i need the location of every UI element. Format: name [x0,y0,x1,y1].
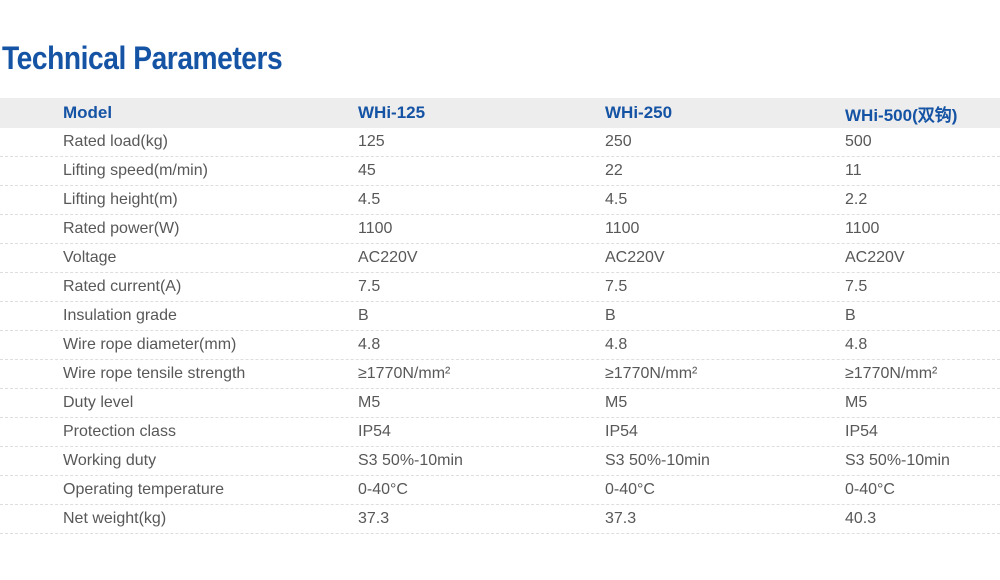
cell-value: 37.3 [605,510,637,527]
cell-value: 1100 [845,220,880,237]
cell-value: 7.5 [358,278,381,295]
cell-value: 45 [358,162,376,179]
table-row: Rated power(W) 1100 1100 1100 [0,215,1000,244]
row-label: Insulation grade [63,307,177,324]
row-label: Wire rope diameter(mm) [63,336,237,353]
cell-value: M5 [358,394,381,411]
cell-value: 7.5 [845,278,868,295]
cell-value: 37.3 [358,510,390,527]
table-body: Rated load(kg) 125 250 500 Lifting speed(m… [0,128,1000,534]
cell-value: 11 [845,162,862,179]
cell-value: ≥1770N/mm² [358,365,451,382]
cell-value: S3 50%-10min [358,452,463,469]
cell-value: B [845,307,856,324]
cell-value: AC220V [358,249,418,266]
spec-table: Model WHi-125 WHi-250 WHi-500(双钩) Rated loa… [0,98,1000,534]
cell-value: AC220V [605,249,665,266]
row-label: Operating temperature [63,481,224,498]
table-row: Duty level M5 M5 M5 [0,389,1000,418]
cell-value: 4.8 [845,336,868,353]
cell-value: S3 50%-10min [845,452,950,469]
cell-value: IP54 [845,423,878,440]
cell-value: 2.2 [845,191,868,208]
cell-value: 0-40°C [845,481,895,498]
table-row: Protection class IP54 IP54 IP54 [0,418,1000,447]
cell-value: 0-40°C [605,481,655,498]
cell-value: IP54 [358,423,391,440]
table-row: Insulation grade B B B [0,302,1000,331]
table-row: Lifting speed(m/min) 45 22 11 [0,157,1000,186]
cell-value: 22 [605,162,623,179]
cell-value: 1100 [605,220,640,237]
row-label: Lifting speed(m/min) [63,162,208,179]
cell-value: 4.8 [358,336,381,353]
cell-value: 4.5 [358,191,381,208]
cell-value: B [358,307,369,324]
row-label: Rated power(W) [63,220,180,237]
cell-value: 1100 [358,220,393,237]
table-header-row: Model WHi-125 WHi-250 WHi-500(双钩) [0,98,1000,128]
cell-value: S3 50%-10min [605,452,710,469]
column-header-2: WHi-250 [605,103,673,122]
cell-value: 500 [845,133,872,150]
cell-value: 250 [605,133,632,150]
row-label: Net weight(kg) [63,510,167,527]
table-row: Wire rope tensile strength ≥1770N/mm² ≥17… [0,360,1000,389]
cell-value: ≥1770N/mm² [845,365,938,382]
cell-value: M5 [605,394,628,411]
table-row: Voltage AC220V AC220V AC220V [0,244,1000,273]
row-label: Protection class [63,423,176,440]
table-row: Wire rope diameter(mm) 4.8 4.8 4.8 [0,331,1000,360]
table-row: Lifting height(m) 4.5 4.5 2.2 [0,186,1000,215]
table-row: Rated load(kg) 125 250 500 [0,128,1000,157]
cell-value: 4.8 [605,336,628,353]
row-label: Rated current(A) [63,278,182,295]
row-label: Voltage [63,249,117,266]
table-row: Rated current(A) 7.5 7.5 7.5 [0,273,1000,302]
table-row: Working duty S3 50%-10min S3 50%-10min S3 … [0,447,1000,476]
row-label: Working duty [63,452,157,469]
column-header-model: Model [63,103,113,122]
cell-value: 125 [358,133,385,150]
table-row: Net weight(kg) 37.3 37.3 40.3 [0,505,1000,534]
cell-value: IP54 [605,423,638,440]
cell-value: 7.5 [605,278,628,295]
column-header-3: WHi-500(双钩) [845,105,958,125]
cell-value: B [605,307,616,324]
cell-value: AC220V [845,249,905,266]
cell-value: 0-40°C [358,481,408,498]
row-label: Duty level [63,394,134,411]
cell-value: M5 [845,394,868,411]
row-label: Rated load(kg) [63,133,168,150]
page-title: Technical Parameters [2,40,283,76]
column-header-1: WHi-125 [358,103,426,122]
table-row: Operating temperature 0-40°C 0-40°C 0-40°C [0,476,1000,505]
cell-value: 40.3 [845,510,877,527]
row-label: Lifting height(m) [63,191,178,208]
cell-value: 4.5 [605,191,628,208]
cell-value: ≥1770N/mm² [605,365,698,382]
row-label: Wire rope tensile strength [63,365,246,382]
